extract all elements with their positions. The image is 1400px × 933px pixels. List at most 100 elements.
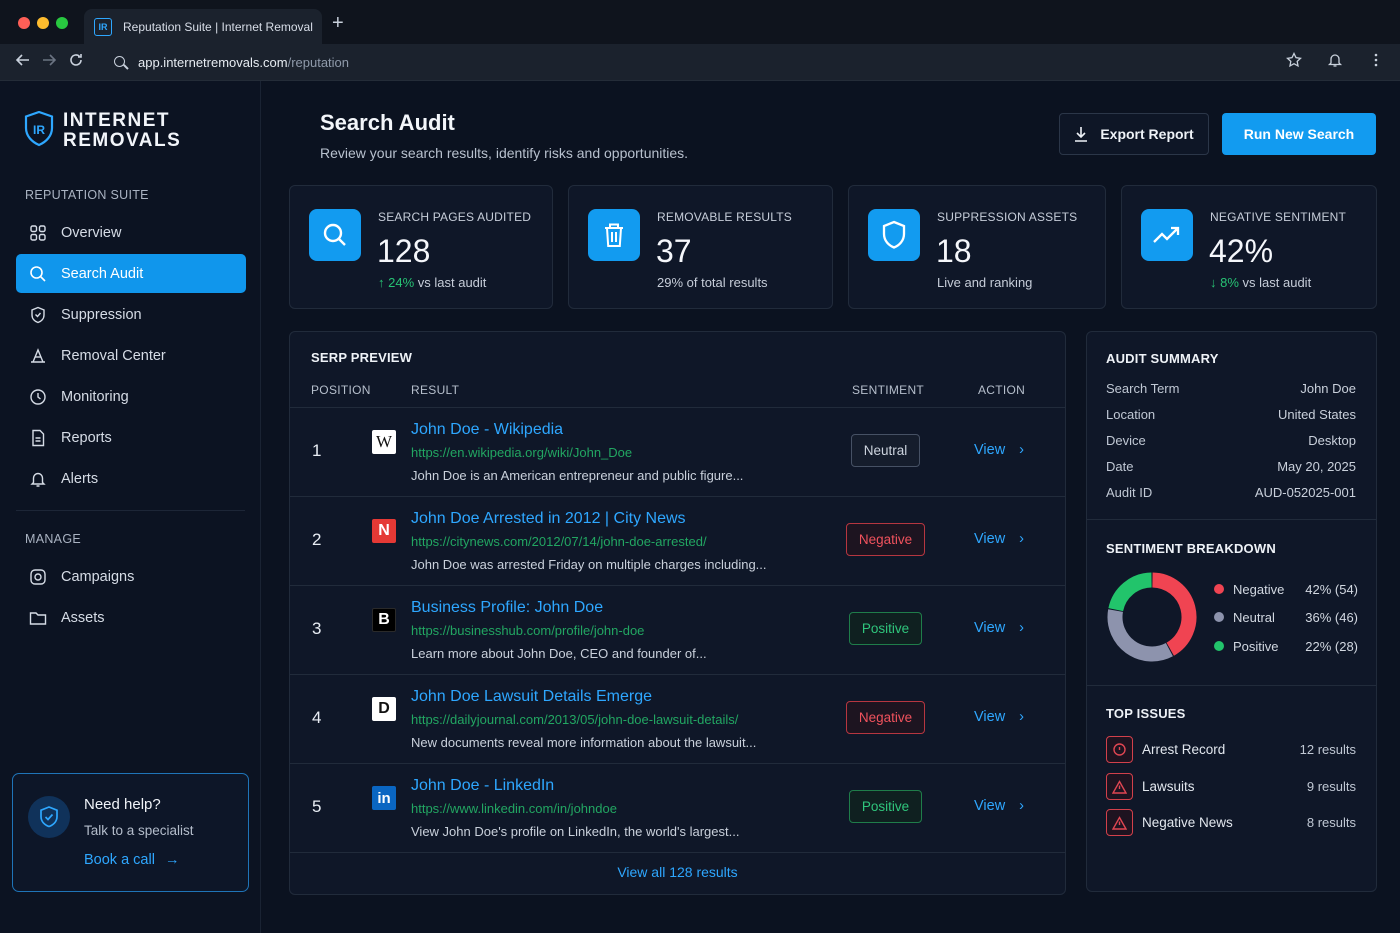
maximize-window-button[interactable] <box>56 17 68 29</box>
table-row: 1 W John Doe - Wikipedia https://en.wiki… <box>290 408 1065 497</box>
view-result-link[interactable]: View › <box>974 531 1024 547</box>
top-issues-title: TOP ISSUES <box>1106 706 1186 721</box>
serp-preview-panel: SERP PREVIEW POSITION RESULT SENTIMENT A… <box>289 331 1066 895</box>
sentiment-badge: Positive <box>849 790 922 823</box>
legend-value: 22% (28) <box>1305 639 1358 654</box>
back-icon[interactable] <box>15 52 31 73</box>
column-header-result: RESULT <box>411 383 460 397</box>
serp-title: SERP PREVIEW <box>311 350 413 365</box>
export-report-button[interactable]: Export Report <box>1059 113 1209 155</box>
view-result-link[interactable]: View › <box>974 620 1024 636</box>
new-tab-icon[interactable]: + <box>332 12 344 34</box>
brand-logo-icon: IR <box>24 110 54 147</box>
result-title-link[interactable]: John Doe - LinkedIn <box>411 777 555 794</box>
stat-change: 8% <box>1220 275 1239 290</box>
stat-label: NEGATIVE SENTIMENT <box>1210 210 1347 224</box>
result-description: John Doe is an American entrepreneur and… <box>411 468 744 483</box>
view-label: View <box>974 798 1006 814</box>
bookmark-star-icon[interactable] <box>1286 51 1302 73</box>
view-result-link[interactable]: View › <box>974 709 1024 725</box>
bell-icon <box>29 470 47 488</box>
arrow-down-icon: ↓ <box>1210 275 1221 290</box>
result-title-link[interactable]: John Doe - Wikipedia <box>411 421 564 438</box>
audit-summary-panel: AUDIT SUMMARY Search Term John Doe Locat… <box>1086 331 1377 892</box>
view-label: View <box>974 620 1006 636</box>
sidebar-item-assets[interactable]: Assets <box>16 598 246 637</box>
result-position: 3 <box>312 619 322 638</box>
page-title: Search Audit <box>320 110 455 135</box>
result-url: https://citynews.com/2012/07/14/john-doe… <box>411 534 707 549</box>
browser-tab[interactable]: IR Reputation Suite | Internet Removals <box>84 9 322 44</box>
chevron-right-icon: › <box>1019 620 1025 636</box>
summary-value: Desktop <box>1308 433 1356 448</box>
tab-title: Reputation Suite | Internet Removals <box>123 19 313 34</box>
result-title-link[interactable]: John Doe Lawsuit Details Emerge <box>411 688 653 705</box>
bell-icon[interactable] <box>1327 52 1343 73</box>
address-bar: app.internetremovals.com/reputation <box>0 44 1400 81</box>
sentiment-badge: Negative <box>846 701 925 734</box>
eraser-icon <box>29 347 47 365</box>
issue-count: 8 results <box>1306 815 1356 830</box>
divider <box>290 407 1065 408</box>
grid-icon <box>29 224 47 242</box>
reload-icon[interactable] <box>68 52 84 73</box>
sidebar-item-reports[interactable]: Reports <box>16 418 246 457</box>
stat-note: ↑ 24% vs last audit <box>378 275 486 290</box>
issue-count: 12 results <box>1299 742 1356 757</box>
table-row: 3 B Business Profile: John Doe https://b… <box>290 586 1065 675</box>
issue-name[interactable]: Arrest Record <box>1142 742 1226 757</box>
result-description: New documents reveal more information ab… <box>411 735 757 750</box>
divider <box>1087 685 1376 686</box>
run-new-search-button[interactable]: Run New Search <box>1222 113 1376 155</box>
sidebar-item-monitoring[interactable]: Monitoring <box>16 377 246 416</box>
table-row: 2 N John Doe Arrested in 2012 | City New… <box>290 497 1065 586</box>
sidebar-item-suppression[interactable]: Suppression <box>16 295 246 334</box>
minimize-window-button[interactable] <box>37 17 49 29</box>
chevron-right-icon: › <box>1019 798 1025 814</box>
sidebar-item-overview[interactable]: Overview <box>16 213 246 252</box>
sidebar-item-label: Removal Center <box>61 347 166 364</box>
stat-change: 24% <box>388 275 415 290</box>
issue-name[interactable]: Negative News <box>1142 815 1233 830</box>
sidebar-item-campaigns[interactable]: Campaigns <box>16 557 246 596</box>
view-result-link[interactable]: View › <box>974 798 1024 814</box>
result-position: 4 <box>312 708 322 727</box>
menu-kebab-icon[interactable] <box>1370 52 1382 73</box>
shield-check-icon <box>28 796 70 838</box>
section-label-manage: MANAGE <box>25 532 81 546</box>
section-label-reputation: REPUTATION SUITE <box>25 188 149 202</box>
table-row: 4 D John Doe Lawsuit Details Emerge http… <box>290 675 1065 764</box>
view-result-link[interactable]: View › <box>974 442 1024 458</box>
chevron-right-icon: › <box>1019 442 1025 458</box>
sidebar-divider <box>16 510 245 511</box>
stat-card-suppression-assets: SUPPRESSION ASSETS 18 Live and ranking <box>848 185 1106 309</box>
issue-name[interactable]: Lawsuits <box>1142 779 1195 794</box>
result-title-link[interactable]: John Doe Arrested in 2012 | City News <box>411 510 686 527</box>
url-field[interactable]: app.internetremovals.com/reputation <box>100 48 1320 77</box>
forward-icon[interactable] <box>41 52 57 73</box>
sidebar-item-alerts[interactable]: Alerts <box>16 459 246 498</box>
sidebar-item-removal-center[interactable]: Removal Center <box>16 336 246 375</box>
close-window-button[interactable] <box>18 17 30 29</box>
column-header-sentiment: SENTIMENT <box>852 383 925 397</box>
warning-icon <box>1106 773 1133 800</box>
sentiment-badge: Neutral <box>851 434 920 467</box>
stat-note: Live and ranking <box>937 275 1033 290</box>
sidebar-item-label: Overview <box>61 224 122 241</box>
summary-key: Date <box>1106 459 1134 474</box>
help-title: Need help? <box>84 796 161 813</box>
chevron-right-icon: › <box>1019 709 1025 725</box>
result-url: https://en.wikipedia.org/wiki/John_Doe <box>411 445 633 460</box>
search-icon <box>114 55 128 70</box>
view-all-results-link[interactable]: View all 128 results <box>617 864 738 880</box>
brand-line-1: INTERNET <box>63 110 170 131</box>
issue-count: 9 results <box>1306 779 1356 794</box>
url-host: app.internetremovals.com <box>138 55 288 70</box>
stat-note: 29% of total results <box>657 275 768 290</box>
book-call-link[interactable]: Book a call → <box>84 852 179 868</box>
sidebar-item-search-audit[interactable]: Search Audit <box>16 254 246 293</box>
result-description: Learn more about John Doe, CEO and found… <box>411 646 707 661</box>
result-title-link[interactable]: Business Profile: John Doe <box>411 599 604 616</box>
table-row: 5 in John Doe - LinkedIn https://www.lin… <box>290 764 1065 853</box>
summary-key: Search Term <box>1106 381 1180 396</box>
